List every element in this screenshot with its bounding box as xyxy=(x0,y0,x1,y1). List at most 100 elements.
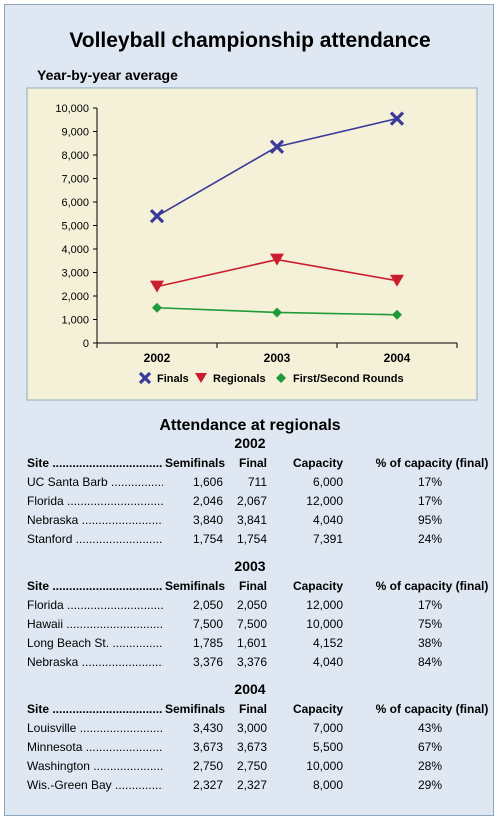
cell-pct-capacity: 17% xyxy=(417,598,443,612)
table-row: Nebraska3,840 3,841 4,040 95% xyxy=(27,513,487,531)
line-chart: 0 1,000 2,000 3,000 4,000 5,000 6,000 7,000 8,00… xyxy=(26,87,478,401)
cell-capacity: 10,000 xyxy=(306,759,343,773)
header-semifinals: Semifinals xyxy=(163,456,226,470)
legend-marker-finals xyxy=(138,371,152,385)
cell-semifinals: 3,376 xyxy=(163,655,223,669)
cell-site: Hawaii xyxy=(27,617,187,631)
table-row: UC Santa Barb1,606 711 6,000 17% xyxy=(27,475,487,493)
cell-pct-capacity: 67% xyxy=(417,740,443,754)
data-point-regionals xyxy=(270,253,284,266)
cell-final: 3,841 xyxy=(236,513,267,527)
cell-semifinals: 2,050 xyxy=(163,598,223,612)
table-year-title: 2002 xyxy=(234,435,266,451)
header-capacity: Capacity xyxy=(292,579,343,593)
cell-site: Stanford xyxy=(27,532,187,546)
cell-semifinals: 2,327 xyxy=(163,778,223,792)
cell-capacity: 4,152 xyxy=(312,636,343,650)
y-tick-label: 8,000 xyxy=(61,150,89,162)
data-point-finals-stroke xyxy=(269,139,285,154)
cell-site: Nebraska xyxy=(27,655,187,669)
y-tick-label: 4,000 xyxy=(61,244,89,256)
cell-capacity: 4,040 xyxy=(312,655,343,669)
cell-site: Nebraska xyxy=(27,513,187,527)
header-site: Site xyxy=(27,579,187,593)
cell-final: 711 xyxy=(247,475,267,489)
table-row: Florida2,046 2,067 12,000 17% xyxy=(27,494,487,512)
header-site: Site xyxy=(27,456,187,470)
page-title: Volleyball championship attendance xyxy=(69,29,431,52)
cell-pct-capacity: 24% xyxy=(417,532,443,546)
cell-pct-capacity: 38% xyxy=(417,636,443,650)
cell-semifinals: 2,046 xyxy=(163,494,223,508)
cell-semifinals: 1,785 xyxy=(163,636,223,650)
header-semifinals: Semifinals xyxy=(163,702,226,716)
cell-pct-capacity: 84% xyxy=(417,655,443,669)
table-header-row: SiteSemifinals Final Capacity % of capacity… xyxy=(27,456,488,474)
cell-capacity: 12,000 xyxy=(306,598,343,612)
y-tick-label: 1,000 xyxy=(61,315,89,327)
y-tick-label: 0 xyxy=(83,338,89,350)
cell-semifinals: 2,750 xyxy=(163,759,223,773)
cell-pct-capacity: 75% xyxy=(417,617,443,631)
cell-capacity: 10,000 xyxy=(306,617,343,631)
y-tick-label: 7,000 xyxy=(61,174,89,186)
chart-frame xyxy=(26,87,478,401)
regionals-title: Attendance at regionals xyxy=(159,417,341,434)
legend-marker-first-second-rounds xyxy=(276,373,286,383)
table-year-title: 2004 xyxy=(234,681,266,697)
cell-final: 2,067 xyxy=(236,494,267,508)
cell-semifinals: 3,430 xyxy=(163,721,223,735)
cell-pct-capacity: 17% xyxy=(417,494,443,508)
y-tick-label: 5,000 xyxy=(61,221,89,233)
table-row: Louisville3,430 3,000 7,000 43% xyxy=(27,721,487,739)
cell-site: Florida xyxy=(27,494,187,508)
header-capacity: Capacity xyxy=(292,702,343,716)
header-semifinals: Semifinals xyxy=(163,579,226,593)
legend-label-finals: Finals xyxy=(157,373,189,385)
cell-site: Wis.-Green Bay xyxy=(27,778,187,792)
data-point-finals-stroke xyxy=(149,208,165,224)
x-tick-label: 2002 xyxy=(144,351,171,365)
table-row: Long Beach St.1,785 1,601 4,152 38% xyxy=(27,636,487,654)
data-point-finals xyxy=(269,139,285,154)
data-point-first-second-rounds xyxy=(272,307,282,318)
legend-marker-finals-stroke xyxy=(138,371,152,385)
header-final: Final xyxy=(238,456,267,470)
cell-final: 1,754 xyxy=(236,532,267,546)
y-tick-label: 6,000 xyxy=(61,197,89,209)
cell-final: 2,750 xyxy=(236,759,267,773)
cell-final: 2,050 xyxy=(236,598,267,612)
cell-site: Minnesota xyxy=(27,740,187,754)
data-point-finals xyxy=(149,208,165,224)
cell-semifinals: 1,606 xyxy=(163,475,223,489)
cell-pct-capacity: 43% xyxy=(417,721,443,735)
header-site: Site xyxy=(27,702,187,716)
cell-site: UC Santa Barb xyxy=(27,475,187,489)
cell-final: 1,601 xyxy=(236,636,267,650)
y-tick-label: 3,000 xyxy=(61,268,89,280)
table-year-title: 2003 xyxy=(234,558,266,574)
cell-semifinals: 1,754 xyxy=(163,532,223,546)
legend-label-first-second-rounds: First/Second Rounds xyxy=(293,373,404,385)
cell-pct-capacity: 29% xyxy=(417,778,443,792)
header-final: Final xyxy=(238,579,267,593)
cell-final: 3,376 xyxy=(236,655,267,669)
y-tick-label: 2,000 xyxy=(61,291,89,303)
cell-site: Long Beach St. xyxy=(27,636,187,650)
header-capacity: Capacity xyxy=(292,456,343,470)
cell-final: 7,500 xyxy=(236,617,267,631)
cell-capacity: 5,500 xyxy=(312,740,343,754)
cell-capacity: 12,000 xyxy=(306,494,343,508)
header-pct-capacity: % of capacity (final) xyxy=(375,456,489,470)
data-point-regionals xyxy=(150,280,164,293)
y-tick-label: 9,000 xyxy=(61,127,89,139)
data-point-regionals xyxy=(390,274,404,287)
cell-final: 3,673 xyxy=(236,740,267,754)
cell-pct-capacity: 17% xyxy=(417,475,443,489)
header-final: Final xyxy=(238,702,267,716)
